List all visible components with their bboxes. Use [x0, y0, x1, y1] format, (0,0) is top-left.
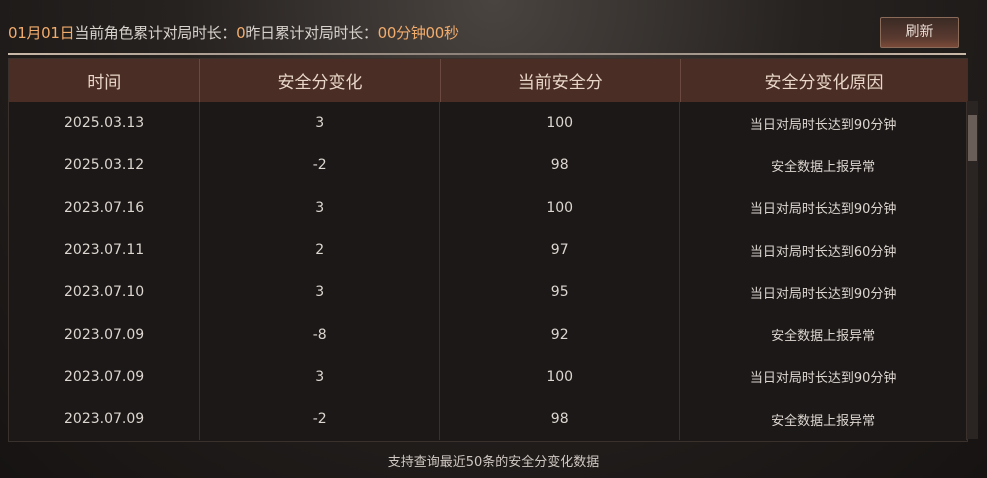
divider [8, 53, 966, 55]
table-cell: 95 [440, 271, 681, 314]
table-cell: 100 [440, 355, 681, 399]
table-cell: 当日对局时长达到90分钟 [680, 186, 967, 229]
table-cell: 2023.07.11 [9, 228, 201, 272]
column-header: 当前安全分 [441, 59, 681, 102]
table-cell: 3 [200, 186, 441, 229]
yesterday-playtime-label: 昨日累计对局时长： [245, 24, 378, 42]
table-cell: -2 [200, 398, 441, 441]
scrollbar[interactable] [967, 101, 978, 439]
column-header: 安全分变化原因 [764, 73, 884, 93]
table-cell: 2023.07.09 [9, 355, 201, 399]
table-cell: 97 [440, 228, 681, 272]
table-row: 2025.03.12 -2 98 安全数据上报异常 [9, 144, 967, 187]
table-cell: 2023.07.09 [9, 398, 201, 441]
table-header: 时间 安全分变化 当前安全分 安全分变化原因 [9, 59, 967, 102]
table-body: 2025.03.13 3 100 当日对局时长达到90分钟 2025.03.12 -2 98… [9, 102, 967, 441]
date: 01月01日 [8, 24, 75, 42]
table-cell: 98 [440, 398, 681, 441]
table-cell: 3 [200, 271, 441, 314]
scrollbar-thumb[interactable] [968, 115, 977, 161]
table-row: 2023.07.09 -2 98 安全数据上报异常 [9, 398, 967, 441]
refresh-button[interactable]: 刷新 [880, 17, 959, 48]
column-header: 时间 [9, 59, 201, 102]
table-cell: 当日对局时长达到90分钟 [680, 355, 967, 399]
score-history-table: 时间 安全分变化 当前安全分 安全分变化原因 2025.03.13 3 100 当日对局时长… [8, 58, 968, 442]
table-row: 2025.03.13 3 100 当日对局时长达到90分钟 [9, 102, 967, 145]
footer-note: 支持查询最近50条的安全分变化数据 [387, 455, 600, 470]
table-cell: 当日对局时长达到90分钟 [680, 271, 967, 314]
playtime-summary: 01月01日当前角色累计对局时长：0昨日累计对局时长：00分钟00秒 [8, 22, 459, 43]
table-cell: -8 [200, 313, 441, 356]
table-cell: 2023.07.10 [9, 271, 201, 314]
table-cell: 2025.03.13 [9, 102, 201, 145]
table-cell: -2 [200, 144, 441, 187]
table-cell: 100 [440, 186, 681, 229]
table-row: 2023.07.16 3 100 当日对局时长达到90分钟 [9, 186, 967, 229]
table-cell: 2023.07.16 [9, 186, 201, 229]
table-cell: 当日对局时长达到60分钟 [680, 228, 967, 272]
yesterday-playtime-value: 00分钟00秒 [377, 24, 459, 42]
table-cell: 安全数据上报异常 [680, 144, 967, 187]
table-cell: 100 [440, 102, 681, 145]
table-cell: 安全数据上报异常 [680, 398, 967, 441]
table-cell: 2023.07.09 [9, 313, 201, 356]
table-row: 2023.07.11 2 97 当日对局时长达到60分钟 [9, 228, 967, 272]
table-cell: 安全数据上报异常 [680, 313, 967, 356]
table-cell: 2 [200, 228, 441, 272]
table-cell: 当日对局时长达到90分钟 [680, 102, 967, 145]
table-cell: 92 [440, 313, 681, 356]
total-playtime-label: 当前角色累计对局时长： [74, 24, 237, 42]
table-row: 2023.07.09 3 100 当日对局时长达到90分钟 [9, 355, 967, 399]
table-row: 2023.07.09 -8 92 安全数据上报异常 [9, 313, 967, 356]
table-cell: 3 [200, 355, 441, 399]
table-cell: 2025.03.12 [9, 144, 201, 187]
table-cell: 98 [440, 144, 681, 187]
total-playtime-value: 0 [236, 24, 246, 42]
table-cell: 3 [200, 102, 441, 145]
column-header: 安全分变化 [200, 59, 441, 102]
table-row: 2023.07.10 3 95 当日对局时长达到90分钟 [9, 271, 967, 314]
